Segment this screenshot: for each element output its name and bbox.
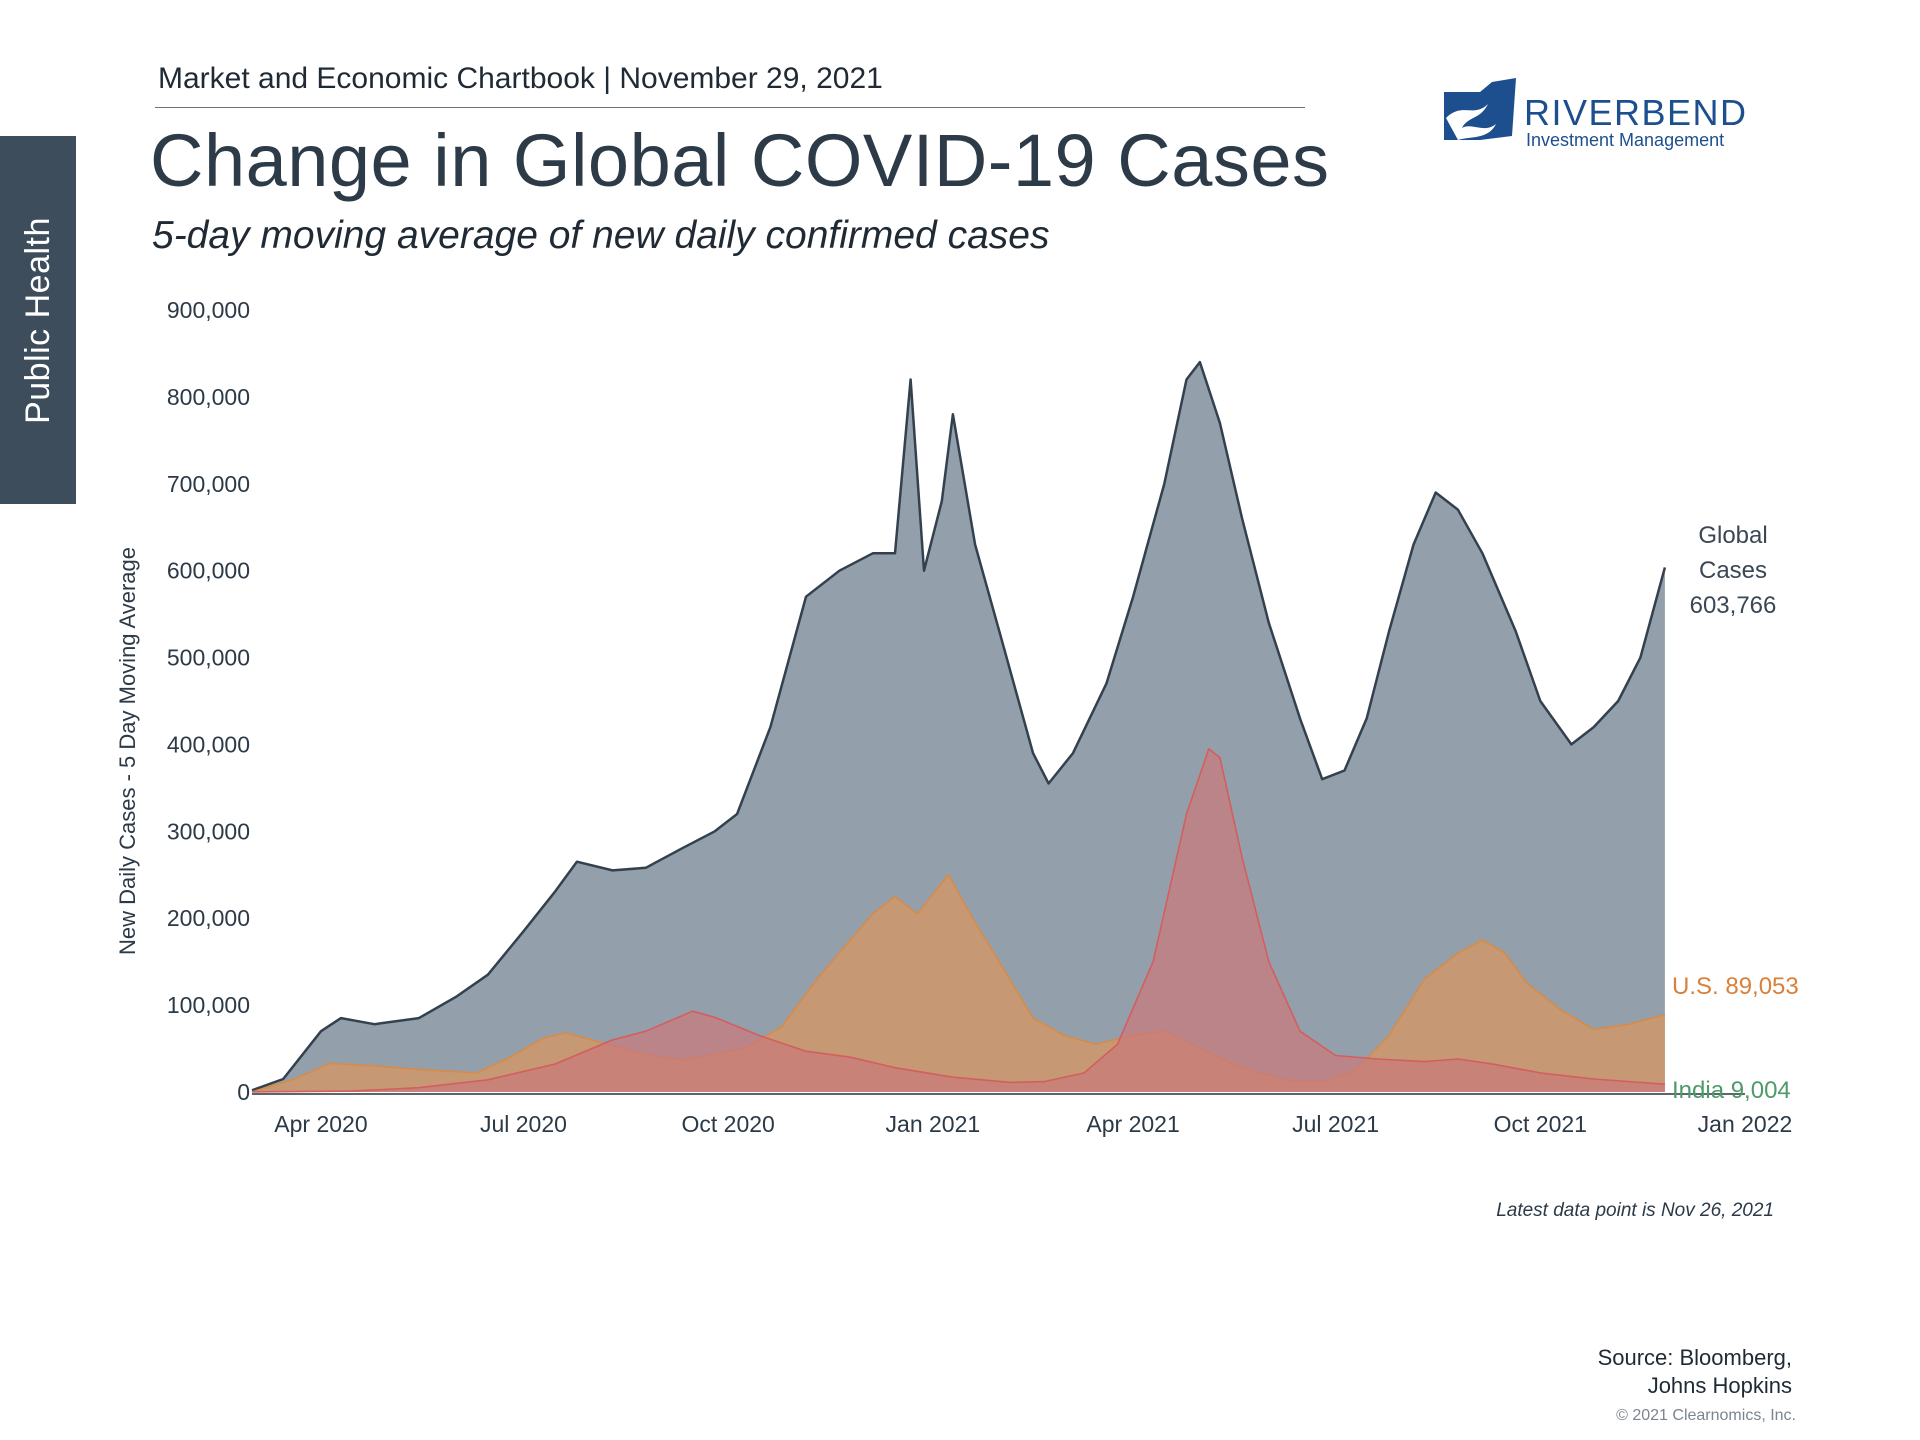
y-axis-label: New Daily Cases - 5 Day Moving Average xyxy=(115,547,140,955)
section-tab: Public Health xyxy=(0,136,76,504)
source-credit: Source: Bloomberg, Johns Hopkins xyxy=(1598,1344,1792,1400)
x-tick-label: Apr 2021 xyxy=(1086,1111,1179,1137)
chart-subtitle: 5-day moving average of new daily confir… xyxy=(152,214,1050,257)
copyright: © 2021 Clearnomics, Inc. xyxy=(1616,1407,1796,1424)
y-tick-label: 700,000 xyxy=(167,471,250,497)
latest-data-note: Latest data point is Nov 26, 2021 xyxy=(1496,1200,1774,1221)
x-tick-label: Jan 2022 xyxy=(1698,1111,1793,1137)
y-tick-label: 200,000 xyxy=(167,905,250,931)
series-area-u-s xyxy=(252,874,1665,1092)
series-label-global: Cases xyxy=(1699,557,1767,584)
series-label-u-s: U.S. 89,053 xyxy=(1672,973,1799,1000)
series-line-india xyxy=(251,748,1665,1093)
header-divider xyxy=(155,107,1305,108)
y-tick-label: 100,000 xyxy=(167,992,250,1018)
logo-wordmark: RIVERBEND xyxy=(1524,92,1748,133)
company-logo: RIVERBEND Investment Management xyxy=(1440,78,1750,152)
x-tick-label: Oct 2020 xyxy=(681,1111,774,1137)
y-tick-label: 500,000 xyxy=(167,645,250,671)
y-tick-label: 400,000 xyxy=(167,731,250,757)
logo-subtitle: Investment Management xyxy=(1526,130,1725,150)
y-tick-label: 900,000 xyxy=(167,297,250,323)
series-areas xyxy=(251,360,1667,1093)
chart-title: Change in Global COVID-19 Cases xyxy=(150,119,1330,202)
x-axis-ticks: Apr 2020 Jul 2020 Oct 2020 Jan 2021 Apr 2021… xyxy=(274,1111,1792,1137)
series-labels: Global Cases 603,766 U.S. 89,053 India 9,004 xyxy=(1672,522,1799,1104)
series-line-u-s xyxy=(251,874,1666,1093)
source-line-1: Source: Bloomberg, xyxy=(1597,1345,1792,1370)
y-tick-label: 0 xyxy=(237,1079,250,1105)
x-tick-label: Jan 2021 xyxy=(886,1111,981,1137)
series-area-global-cases xyxy=(252,362,1665,1093)
y-tick-label: 800,000 xyxy=(167,384,250,410)
y-tick-label: 600,000 xyxy=(167,558,250,584)
river-logo-icon xyxy=(1444,78,1516,140)
series-label-global: 603,766 xyxy=(1690,592,1777,619)
x-tick-label: Oct 2021 xyxy=(1494,1111,1587,1137)
source-line-2: Johns Hopkins xyxy=(1647,1373,1792,1398)
series-line-global-cases xyxy=(251,360,1667,1092)
series-label-global: Global xyxy=(1698,522,1767,549)
y-axis-ticks: 0 100,000 200,000 300,000 400,000 500,000 600,… xyxy=(167,297,250,1105)
x-tick-label: Jul 2021 xyxy=(1292,1111,1379,1137)
y-tick-label: 300,000 xyxy=(167,818,250,844)
series-label-india: India 9,004 xyxy=(1672,1077,1791,1104)
publication-header: Market and Economic Chartbook | November… xyxy=(158,62,883,95)
x-tick-label: Apr 2020 xyxy=(274,1111,367,1137)
x-tick-label: Jul 2020 xyxy=(480,1111,567,1137)
